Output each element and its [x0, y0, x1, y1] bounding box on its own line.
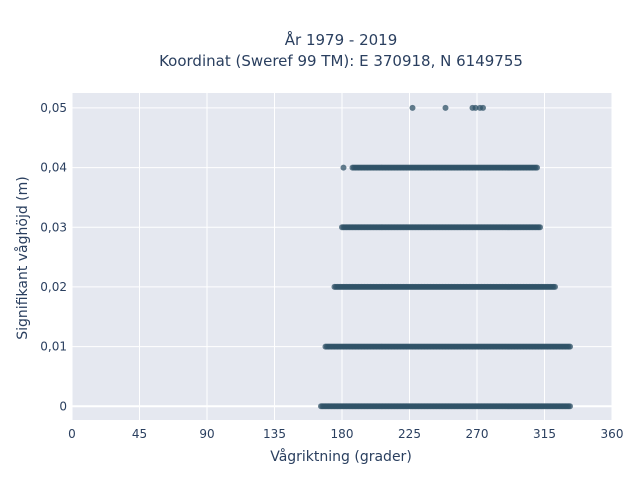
chart-title-line-2: Koordinat (Sweref 99 TM): E 370918, N 61… — [159, 52, 523, 70]
data-point — [480, 104, 486, 111]
x-tick-label: 180 — [331, 427, 354, 441]
x-tick-label: 0 — [68, 427, 76, 441]
data-point — [409, 104, 416, 111]
data-point — [567, 343, 573, 350]
chart-title-line-1: År 1979 - 2019 — [285, 30, 398, 49]
y-axis-title: Signifikant våghöjd (m) — [14, 176, 31, 339]
y-tick-label: 0,03 — [40, 220, 67, 234]
x-tick-label: 225 — [398, 427, 421, 441]
x-tick-label: 360 — [601, 427, 624, 441]
y-tick-label: 0,05 — [40, 101, 67, 115]
x-tick-label: 45 — [132, 427, 147, 441]
x-axis-ticks: 0 45 90 135 180 225 270 315 360 — [68, 427, 623, 441]
data-point — [567, 403, 573, 410]
data-point — [534, 164, 540, 171]
data-point — [552, 283, 558, 290]
data-point — [537, 224, 543, 231]
x-tick-label: 90 — [199, 427, 214, 441]
data-point — [472, 104, 479, 111]
y-tick-label: 0,01 — [40, 340, 67, 354]
y-tick-label: 0 — [59, 399, 67, 413]
x-tick-label: 270 — [466, 427, 489, 441]
y-axis-ticks: 0 0,01 0,02 0,03 0,04 0,05 — [40, 101, 67, 413]
x-tick-label: 315 — [533, 427, 556, 441]
data-point — [340, 164, 347, 171]
y-tick-label: 0,02 — [40, 280, 67, 294]
y-tick-label: 0,04 — [40, 161, 67, 175]
data-point — [442, 104, 449, 111]
x-axis-title: Vågriktning (grader) — [270, 448, 412, 465]
data-points — [318, 104, 573, 410]
x-tick-label: 135 — [263, 427, 286, 441]
